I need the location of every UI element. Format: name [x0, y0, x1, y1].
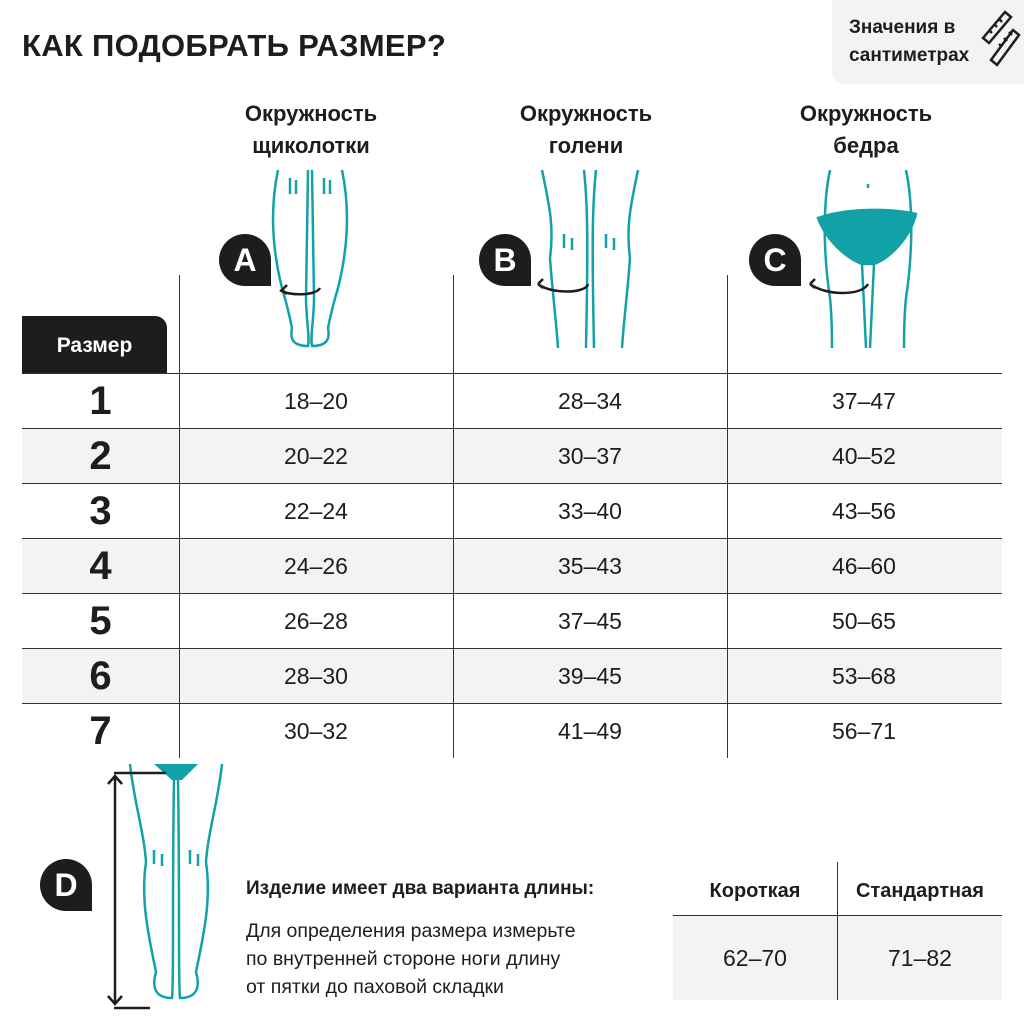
instruction-line: Для определения размера измерьте — [246, 920, 576, 942]
calf-cell: 33–40 — [558, 498, 622, 524]
thigh-illustration — [809, 169, 918, 349]
column-divider — [453, 275, 454, 758]
ruler-icon — [981, 10, 1021, 67]
length-header-standard: Стандартная — [856, 880, 984, 902]
units-note: Значения в сантиметрах — [832, 0, 1024, 84]
calf-cell: 35–43 — [558, 553, 622, 579]
badge-a: A — [219, 234, 271, 286]
calf-cell: 28–34 — [558, 388, 622, 414]
table-row: 3 22–24 33–40 43–56 — [22, 483, 1002, 538]
size-cell: 3 — [89, 489, 112, 533]
calf-cell: 37–45 — [558, 608, 622, 634]
length-value-standard: 71–82 — [838, 916, 1002, 1000]
calf-cell: 41–49 — [558, 718, 622, 744]
size-cell: 6 — [89, 654, 112, 698]
thigh-cell: 46–60 — [832, 553, 896, 579]
ankle-cell: 26–28 — [284, 608, 348, 634]
heading-line: Окружность — [799, 101, 933, 126]
thigh-cell: 40–52 — [832, 443, 896, 469]
column-heading-calf: Окружность голени — [476, 98, 696, 162]
length-value-short: 62–70 — [673, 916, 837, 1000]
table-row: 2 20–22 30–37 40–52 — [22, 428, 1002, 483]
heading-line: Окружность — [519, 101, 653, 126]
thigh-cell: 56–71 — [832, 718, 896, 744]
units-line-1: Значения в — [849, 17, 956, 38]
page-title: КАК ПОДОБРАТЬ РАЗМЕР? — [22, 28, 447, 63]
length-header-short: Короткая — [709, 880, 801, 902]
column-divider — [837, 862, 838, 1000]
heading-line: бедра — [833, 133, 899, 158]
thigh-cell: 43–56 — [832, 498, 896, 524]
size-header: Размер — [22, 316, 167, 373]
heading-line: голени — [548, 133, 624, 158]
size-cell: 4 — [89, 544, 112, 588]
size-cell: 1 — [89, 379, 112, 423]
units-line-2: сантиметрах — [849, 45, 970, 66]
heading-line: щиколотки — [252, 133, 370, 158]
length-instructions: Для определения размера измерьте по внут… — [246, 917, 666, 1001]
ankle-cell: 20–22 — [284, 443, 348, 469]
ankle-cell: 18–20 — [284, 388, 348, 414]
thigh-cell: 37–47 — [832, 388, 896, 414]
instruction-line: по внутренней стороне ноги длину — [246, 948, 561, 970]
length-heading: Изделие имеет два варианта длины: — [246, 878, 595, 899]
table-row: 4 24–26 35–43 46–60 — [22, 538, 1002, 593]
instruction-line: от пятки до паховой складки — [246, 976, 504, 998]
badge-d: D — [40, 859, 92, 911]
thigh-cell: 50–65 — [832, 608, 896, 634]
thigh-cell: 53–68 — [832, 663, 896, 689]
table-row: 6 28–30 39–45 53–68 — [22, 648, 1002, 703]
table-row: 1 18–20 28–34 37–47 — [22, 373, 1002, 428]
calf-cell: 30–37 — [558, 443, 622, 469]
badge-c: C — [749, 234, 801, 286]
column-heading-thigh: Окружность бедра — [756, 98, 976, 162]
column-heading-ankle: Окружность щиколотки — [201, 98, 421, 162]
table-row: 5 26–28 37–45 50–65 — [22, 593, 1002, 648]
ankle-cell: 30–32 — [284, 718, 348, 744]
ankle-cell: 28–30 — [284, 663, 348, 689]
column-divider — [727, 275, 728, 758]
leg-length-illustration — [107, 763, 224, 1010]
ankle-cell: 24–26 — [284, 553, 348, 579]
size-cell: 7 — [89, 709, 112, 753]
heading-line: Окружность — [244, 101, 378, 126]
size-cell: 2 — [89, 434, 112, 478]
badge-b: B — [479, 234, 531, 286]
size-cell: 5 — [89, 599, 112, 643]
column-divider — [179, 275, 180, 758]
ankle-illustration — [271, 169, 349, 348]
ankle-cell: 22–24 — [284, 498, 348, 524]
calf-cell: 39–45 — [558, 663, 622, 689]
table-row: 7 30–32 41–49 56–71 — [22, 703, 1002, 758]
calf-illustration — [537, 169, 640, 349]
